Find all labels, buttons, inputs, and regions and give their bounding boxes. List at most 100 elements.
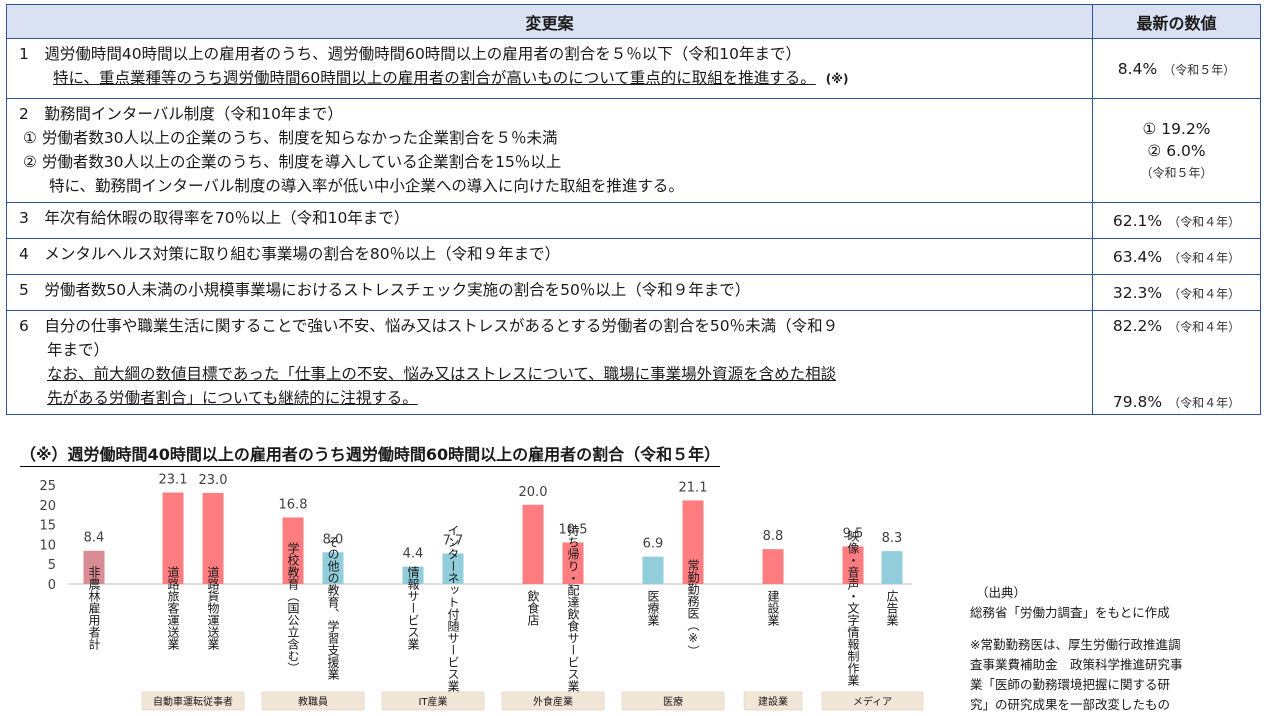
source-note-line4: 究」の研究成果を一部改変したもの (970, 697, 1171, 712)
row6-values: 82.2% （令和４年） 79.8% （令和４年） (1099, 315, 1254, 411)
source-spacer (970, 623, 1240, 635)
group-label: 自動車運転従事者 (153, 695, 233, 708)
latest-cell: 82.2% （令和４年） 79.8% （令和４年） (1092, 310, 1261, 415)
y-tick-label: 20 (39, 499, 56, 514)
y-tick-label: 10 (39, 538, 56, 553)
latest-cell: 62.1% （令和４年） (1092, 202, 1261, 239)
row1-line1: 1 週労働時間40時間以上の雇用者のうち、週労働時間60時間以上の雇用者の割合を… (19, 45, 802, 63)
targets-table: 変更案 最新の数値 1 週労働時間40時間以上の雇用者のうち、週労働時間60時間… (6, 4, 1261, 415)
proposal-cell: 5 労働者数50人未満の小規模事業場におけるストレスチェック実施の割合を50％以… (6, 274, 1093, 311)
group-label-box (621, 691, 725, 711)
data-label: 16.8 (279, 497, 308, 512)
bar (562, 542, 584, 584)
row2-line3: ② 労働者数30人以上の企業のうち、制度を導入している企業割合を15％以上 (23, 153, 562, 171)
bar-chart: 0 5 10 15 20 25 8.4 非農林雇用者計 23.1 道路旅客運送業 23.0 道路貨物運… (39, 473, 924, 711)
group-label: 教職員 (298, 695, 328, 708)
data-label: 23.0 (199, 473, 228, 488)
bar (402, 566, 424, 584)
data-label: 10.5 (559, 522, 588, 537)
category-label: 広告業 (885, 590, 899, 626)
row3-line1: 3 年次有給休暇の取得率を70％以上（令和10年まで） (19, 209, 410, 227)
row6-value: 82.2% (1112, 316, 1163, 335)
y-tick-label: 5 (48, 558, 56, 573)
group-label-box (743, 691, 803, 711)
row2-line1: 2 勤務間インターバル制度（令和10年まで） (19, 105, 343, 123)
row2-line2: ① 労働者数30人以上の企業のうち、制度を知らなかった企業割合を５％未満 (23, 129, 558, 147)
data-label: 21.1 (679, 480, 708, 495)
group-label: 医療 (663, 695, 683, 708)
proposal-cell: 3 年次有給休暇の取得率を70％以上（令和10年まで） (6, 202, 1093, 239)
row6-line3-wrap: なお、前大綱の数値目標であった「仕事上の不安、悩み又はストレスについて、職場に事… (19, 362, 1084, 386)
bar (682, 500, 704, 584)
data-label: 7.7 (443, 534, 464, 549)
row6-value2-year: （令和４年） (1168, 395, 1241, 410)
latest-cell: ① 19.2% ② 6.0% （令和５年） (1092, 98, 1261, 203)
row4-value: 63.4% (1112, 247, 1163, 266)
table-row: 5 労働者数50人未満の小規模事業場におけるストレスチェック実施の割合を50％以… (6, 274, 1261, 311)
group-label-box (821, 691, 924, 711)
proposal-cell: 4 メンタルヘルス対策に取り組む事業場の割合を80％以上（令和９年まで） (6, 238, 1093, 275)
source-note-line2: 査事業費補助金 政策科学推進研究事 (970, 657, 1183, 672)
data-label: 8.0 (323, 532, 344, 547)
row5-value: 32.3% (1112, 283, 1163, 302)
data-label: 8.4 (84, 531, 105, 546)
category-label: インターネット付随サービス業 (446, 524, 460, 692)
chart-title: （※）週労働時間40時間以上の雇用者のうち週労働時間60時間以上の雇用者の割合（… (20, 441, 721, 467)
proposal-cell: 6 自分の仕事や職業生活に関することで強い不安、悩み又はストレスがあるとする労働… (6, 310, 1093, 415)
data-label: 8.3 (882, 531, 903, 546)
source-title: （出典） (976, 585, 1027, 600)
bar (322, 552, 344, 584)
group-label: メディア (853, 695, 892, 708)
row2-line4: 特に、勤務間インターバル制度の導入率が低い中小企業への導入に向けた取組を推進する… (49, 177, 684, 195)
table-row: 1 週労働時間40時間以上の雇用者のうち、週労働時間60時間以上の雇用者の割合を… (6, 38, 1261, 99)
bar (83, 550, 105, 584)
table-row: 4 メンタルヘルス対策に取り組む事業場の割合を80％以上（令和９年まで） 63.… (6, 238, 1261, 275)
category-label: 情報サービス業 (406, 566, 420, 650)
row6-value-year: （令和４年） (1168, 319, 1241, 334)
table-header-row: 変更案 最新の数値 (6, 4, 1261, 39)
row6-value-wrap: 82.2% （令和４年） (1099, 317, 1254, 335)
header-proposal: 変更案 (6, 4, 1093, 39)
group-label-box (261, 691, 365, 711)
row6-value2: 79.8% (1112, 392, 1163, 411)
category-label: 映像・音声・文字情報制作業 (846, 530, 860, 686)
y-tick-label: 0 (48, 578, 56, 593)
bar (842, 546, 864, 584)
row1-value-year: （令和５年） (1163, 62, 1236, 77)
bar (442, 553, 464, 584)
category-label: 非農林雇用者計 (87, 566, 101, 650)
latest-cell: 8.4% （令和５年） (1092, 38, 1261, 99)
source-note-line3: 業「医師の勤務環境把握に関する研 (970, 677, 1171, 692)
latest-cell: 63.4% （令和４年） (1092, 238, 1261, 275)
row3-value: 62.1% (1112, 211, 1163, 230)
proposal-cell: 1 週労働時間40時間以上の雇用者のうち、週労働時間60時間以上の雇用者の割合を… (6, 38, 1093, 99)
group-label-box (141, 691, 245, 711)
data-label: 23.1 (159, 473, 188, 488)
category-label: 道路旅客運送業 (166, 566, 180, 650)
group-label: IT産業 (418, 695, 447, 708)
row1-note-mark: (※) (825, 72, 849, 86)
bar (881, 551, 903, 584)
category-label: 医療業 (646, 590, 660, 626)
row6-line4: 先がある労働者割合」についても継続的に注視する。 (47, 389, 418, 407)
group-label: 外食産業 (533, 695, 573, 708)
row6-line3: なお、前大綱の数値目標であった「仕事上の不安、悩み又はストレスについて、職場に事… (47, 365, 837, 383)
row1-value: 8.4% (1117, 59, 1158, 78)
y-tick-label: 15 (39, 519, 56, 534)
bar (642, 556, 664, 584)
row4-value-year: （令和４年） (1168, 250, 1241, 265)
proposal-cell: 2 勤務間インターバル制度（令和10年まで） ① 労働者数30人以上の企業のうち… (6, 98, 1093, 203)
source-note: （出典） 総務省「労働力調査」をもとに作成 ※常勤勤務医は、厚生労働行政推進調 … (970, 583, 1240, 715)
category-label: 常勤勤務医（※） (686, 559, 700, 657)
row5-line1: 5 労働者数50人未満の小規模事業場におけるストレスチェック実施の割合を50％以… (19, 281, 751, 299)
row6-value2-wrap: 79.8% （令和４年） (1099, 393, 1254, 411)
row2-value-year: （令和５年） (1140, 165, 1213, 180)
row2-value-b: ② 6.0% (1147, 141, 1206, 160)
source-note-line1: ※常勤勤務医は、厚生労働行政推進調 (970, 637, 1181, 652)
table-row: 6 自分の仕事や職業生活に関することで強い不安、悩み又はストレスがあるとする労働… (6, 310, 1261, 415)
bar (202, 492, 224, 584)
y-tick-label: 25 (39, 479, 56, 494)
data-label: 4.4 (403, 547, 424, 562)
category-label: 道路貨物運送業 (206, 566, 220, 650)
data-label: 8.8 (763, 529, 784, 544)
